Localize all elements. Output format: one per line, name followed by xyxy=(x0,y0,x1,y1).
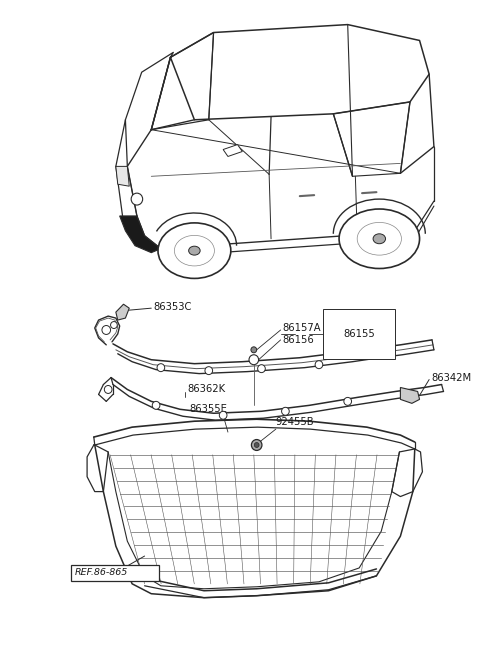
Ellipse shape xyxy=(357,223,401,255)
Text: 86342M: 86342M xyxy=(431,373,471,383)
Circle shape xyxy=(344,398,351,405)
Text: REF.86-865: REF.86-865 xyxy=(74,569,128,578)
Polygon shape xyxy=(116,304,129,320)
Ellipse shape xyxy=(174,235,215,266)
Ellipse shape xyxy=(373,234,385,244)
Text: 86353C: 86353C xyxy=(153,302,192,312)
Ellipse shape xyxy=(189,246,200,255)
FancyBboxPatch shape xyxy=(71,565,159,581)
Ellipse shape xyxy=(339,209,420,269)
Polygon shape xyxy=(223,145,242,157)
Circle shape xyxy=(254,443,259,447)
Circle shape xyxy=(282,407,289,415)
Text: 86355E: 86355E xyxy=(190,404,228,415)
Polygon shape xyxy=(116,166,129,186)
Circle shape xyxy=(104,386,112,394)
Circle shape xyxy=(102,326,110,335)
Ellipse shape xyxy=(158,223,231,278)
Text: 86156: 86156 xyxy=(283,335,314,345)
Circle shape xyxy=(258,365,265,373)
Circle shape xyxy=(251,347,257,353)
Polygon shape xyxy=(120,216,161,253)
Text: 86155: 86155 xyxy=(343,329,375,339)
Circle shape xyxy=(249,355,259,365)
Circle shape xyxy=(205,367,213,375)
Circle shape xyxy=(315,361,323,369)
Text: 92455B: 92455B xyxy=(276,417,314,427)
Polygon shape xyxy=(400,388,420,403)
Circle shape xyxy=(219,411,227,419)
Circle shape xyxy=(406,392,414,400)
Circle shape xyxy=(252,440,262,451)
Text: 86157A: 86157A xyxy=(283,323,321,333)
Circle shape xyxy=(152,402,160,409)
Circle shape xyxy=(131,193,143,205)
Circle shape xyxy=(157,364,165,371)
Text: 86362K: 86362K xyxy=(188,384,226,394)
Circle shape xyxy=(110,322,117,329)
